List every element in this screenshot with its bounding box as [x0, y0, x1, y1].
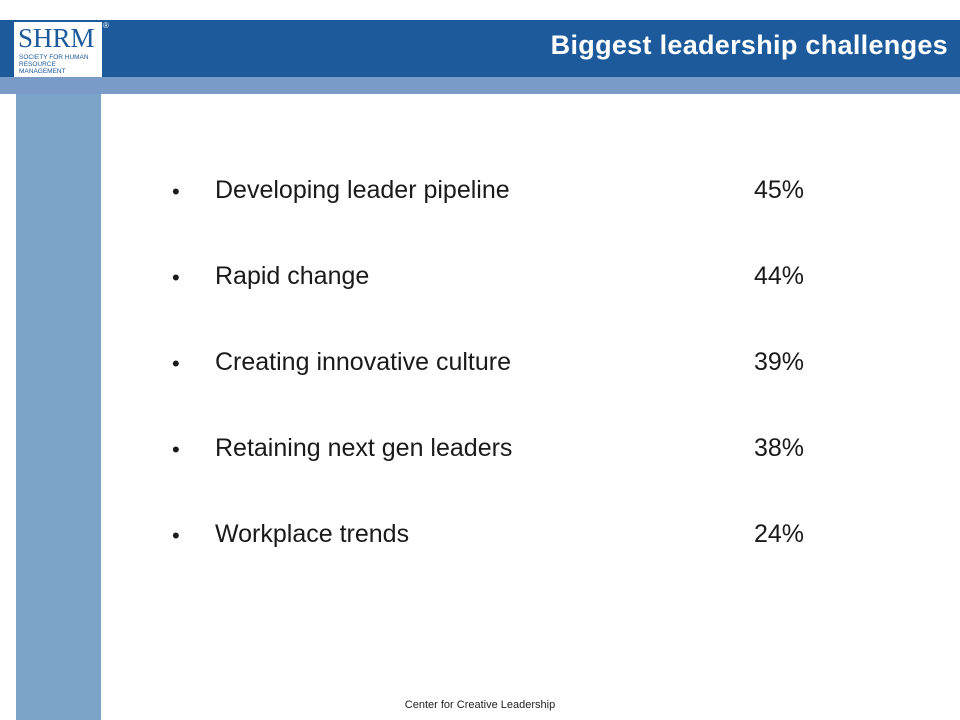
list-item: • Rapid change 44%: [172, 262, 872, 348]
bullet: •: [172, 351, 180, 376]
left-accent-bar: [16, 20, 101, 720]
list-item: • Retaining next gen leaders 38%: [172, 434, 872, 520]
shrm-logo: SHRM Society for Human Resource Manageme…: [14, 22, 102, 77]
item-value: 39%: [754, 348, 805, 376]
list-item: • Developing leader pipeline 45%: [172, 176, 872, 262]
item-label: Developing leader pipeline: [215, 176, 510, 204]
bullet: •: [172, 265, 180, 290]
logo-subtitle: Society for Human Resource Management: [19, 54, 89, 76]
item-value: 44%: [754, 262, 805, 290]
footer-credit: Center for Creative Leadership: [404, 699, 556, 711]
challenge-list: • Developing leader pipeline 45% • Rapid…: [172, 176, 872, 606]
list-item: • Creating innovative culture 39%: [172, 348, 872, 434]
item-label: Workplace trends: [215, 520, 410, 548]
item-label: Retaining next gen leaders: [215, 434, 513, 462]
item-value: 45%: [754, 176, 805, 204]
registered-mark: ®: [103, 21, 109, 30]
item-value: 38%: [754, 434, 805, 462]
header-strip: [0, 77, 960, 94]
bullet: •: [172, 179, 180, 204]
header-band: [0, 20, 960, 77]
list-item: • Workplace trends 24%: [172, 520, 872, 606]
item-value: 24%: [754, 520, 805, 548]
bullet: •: [172, 437, 180, 462]
bullet: •: [172, 523, 180, 548]
slide-title: Biggest leadership challenges: [550, 30, 948, 60]
logo-wordmark: SHRM: [18, 23, 95, 53]
item-label: Rapid change: [215, 262, 370, 290]
item-label: Creating innovative culture: [215, 348, 511, 376]
